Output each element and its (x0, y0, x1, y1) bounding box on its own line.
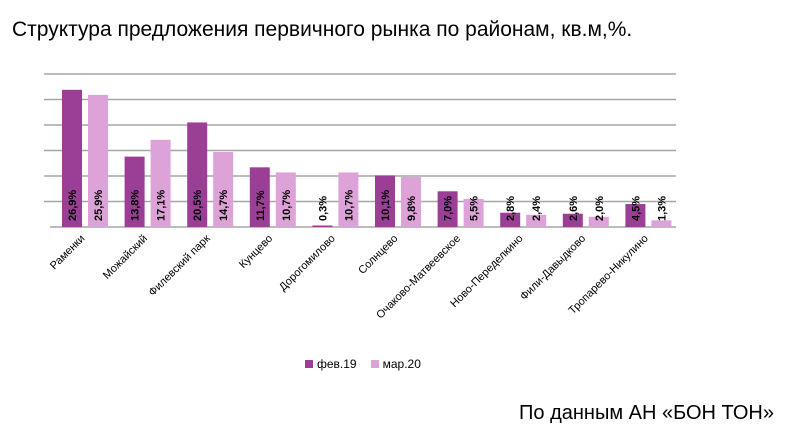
legend-label: мар.20 (382, 357, 421, 371)
bar (375, 175, 395, 227)
data-label: 7,0% (443, 196, 455, 221)
bar (249, 167, 270, 227)
data-label: 0,3% (317, 196, 329, 221)
bar (213, 152, 234, 227)
legend-swatch (305, 360, 313, 368)
data-label: 2,0% (594, 196, 606, 221)
legend-swatch (370, 360, 379, 368)
bar (312, 225, 333, 227)
bar (124, 156, 145, 227)
page-title: Структура предложения первичного рынка п… (12, 18, 633, 41)
data-label: 11,7% (255, 190, 267, 221)
category-label: Кунцево (237, 233, 275, 271)
data-label: 2,4% (531, 196, 543, 221)
data-label: 26,9% (67, 190, 79, 221)
bar (187, 122, 208, 227)
data-label: 10,1% (380, 190, 392, 221)
data-label: 25,9% (93, 190, 105, 221)
bar (500, 212, 521, 227)
bar (401, 177, 421, 227)
bar (275, 172, 296, 227)
data-label: 10,7% (343, 190, 355, 221)
data-label: 13,8% (130, 190, 142, 221)
category-label: Филевский парк (147, 233, 213, 299)
data-label: 4,5% (630, 196, 642, 221)
data-label: 10,7% (281, 190, 293, 221)
bar (437, 191, 458, 227)
data-label: 14,7% (218, 190, 230, 221)
data-label: 20,5% (192, 190, 204, 221)
category-label: Фили-Давыдково (518, 233, 588, 303)
legend-label: фев.19 (317, 357, 357, 371)
legend: фев.19 мар.20 (305, 357, 421, 371)
category-label: Можайский (101, 233, 150, 282)
bar (562, 213, 583, 227)
data-label: 5,5% (469, 196, 481, 221)
data-label: 2,8% (505, 196, 517, 221)
bar (625, 204, 646, 227)
bar (588, 216, 609, 227)
bar (62, 89, 82, 227)
bar (338, 172, 359, 227)
bar (150, 139, 171, 227)
category-label: Дорогомилово (277, 233, 338, 294)
legend-item-feb19: фев.19 (305, 357, 357, 371)
bar (651, 220, 672, 227)
category-label: Солнцево (356, 233, 400, 277)
data-label: 1,3% (656, 196, 668, 221)
source-note: По данным АН «БОН ТОН» (519, 402, 774, 424)
category-label: Раменки (48, 233, 87, 272)
data-label: 2,6% (568, 196, 580, 221)
legend-item-mar20: мар.20 (370, 357, 421, 371)
bar (463, 198, 484, 227)
data-label: 17,1% (156, 190, 168, 221)
category-label: Ново-Переделкино (448, 233, 525, 310)
data-label: 9,8% (406, 196, 418, 221)
bar (526, 214, 547, 227)
bar (88, 94, 108, 227)
